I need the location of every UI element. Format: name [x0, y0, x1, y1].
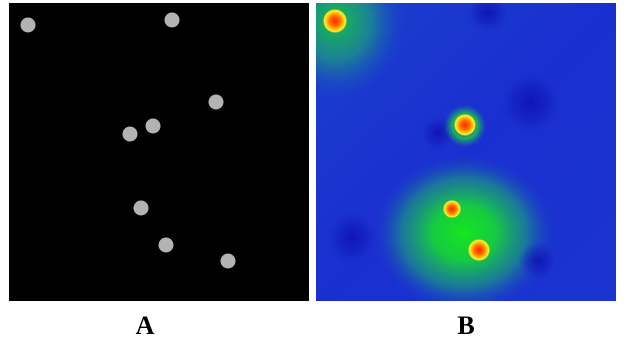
hotspot	[323, 9, 347, 33]
panel-a-label: A	[135, 311, 155, 340]
panel-a-background	[9, 3, 309, 301]
particle	[20, 17, 36, 33]
hotspot	[443, 200, 461, 218]
dark-spot	[499, 71, 563, 135]
panel-a-particle-image	[9, 3, 309, 301]
particle	[133, 200, 149, 216]
particle	[122, 126, 138, 142]
particle	[158, 237, 174, 253]
panel-b-heatmap	[316, 3, 616, 301]
dark-spot	[326, 210, 378, 266]
hotspot	[454, 114, 476, 136]
particle	[164, 12, 180, 28]
dark-spot	[466, 3, 510, 33]
heat-region	[374, 155, 554, 301]
particle	[145, 118, 161, 134]
panel-b-label: B	[457, 311, 475, 340]
dark-spot	[518, 241, 558, 281]
particle	[208, 94, 224, 110]
hotspot	[468, 239, 490, 261]
particle	[220, 253, 236, 269]
particle-image-svg	[9, 3, 309, 301]
heatmap-svg	[316, 3, 616, 301]
